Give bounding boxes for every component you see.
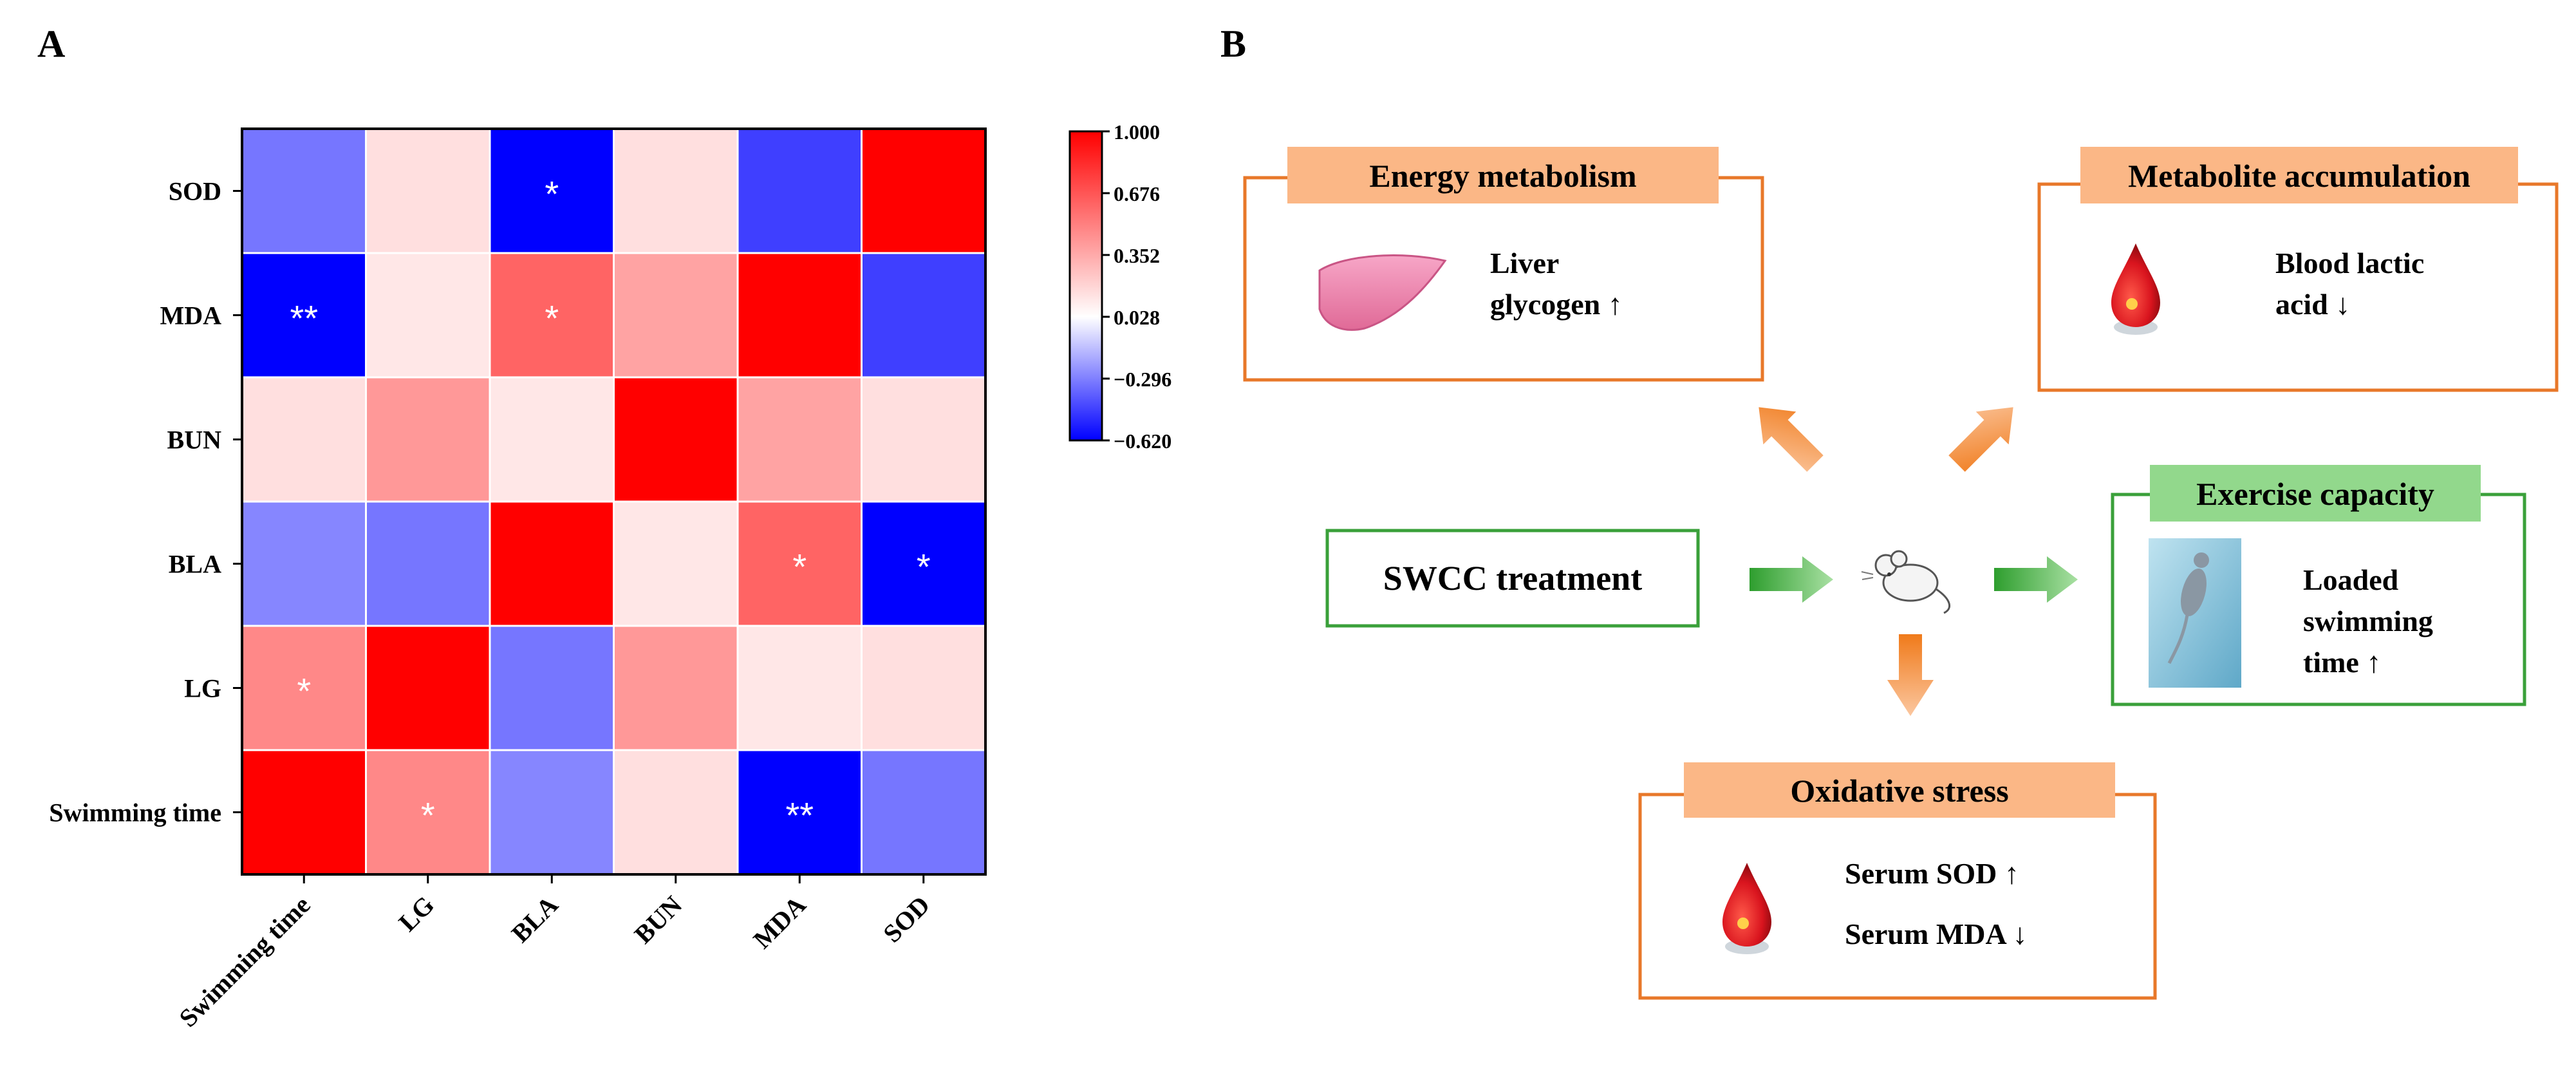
metabolite-accumulation-title: Metabolite accumulation [2128,158,2470,194]
oxidative-line-2: Serum MDA ↓ [1845,918,2028,950]
heatmap-cell-bla-bla [489,500,615,627]
colorbar-gradient [1069,130,1103,442]
colorbar-tick-label: 0.676 [1114,182,1160,205]
blood-drop-icon [1722,863,1771,954]
heatmap-cell-bla-mda [736,500,863,627]
exercise-capacity-header [2150,465,2481,522]
y-tick-label: LG [184,674,221,703]
heatmap-cell-swimming-time-mda [736,749,863,876]
y-tick-label: BUN [167,426,222,455]
heatmap-cell-bun-swimming-time [241,376,367,503]
significance-marker: * [917,547,931,587]
x-tick-label: BUN [629,890,688,949]
heatmap-cell-bun-sod [861,376,987,503]
heatmap-cell-mda-bun [613,252,739,379]
significance-marker: ** [290,298,318,339]
heatmap-cell-swimming-time-sod [861,749,987,876]
oxidative-line-1: Serum SOD ↑ [1845,857,2019,890]
y-tick-label: BLA [169,550,221,579]
heatmap-cell-lg-mda [736,625,863,751]
heatmap-cell-bla-bun [613,500,739,627]
arrow-to-metabolite [1948,407,2013,472]
oxidative-stress-header [1684,762,2115,818]
heatmap-cell-sod-swimming-time [241,127,367,254]
y-tick-label: SOD [169,177,221,206]
colorbar-tick-label: 0.028 [1114,306,1160,329]
panel-b-label: B [1220,23,1246,65]
energy-metabolism-box: Energy metabolism Liver glycogen ↑ [1243,147,1764,382]
heatmap-cell-swimming-time-bla [489,749,615,876]
arrow-to-energy [1759,407,1824,472]
energy-line-1: Liver [1490,247,1559,279]
exercise-line-2: swimming [2303,605,2433,637]
metabolite-accumulation-header [2080,147,2518,203]
arrow-to-mouse [1750,556,1833,603]
heatmap-cell-lg-bla [489,625,615,751]
significance-marker: ** [785,795,814,836]
y-tick-label: MDA [160,301,221,330]
heatmap-cell-sod-bla [489,127,615,254]
oxidative-stress-box: Oxidative stress Serum SOD ↑ Serum MDA ↓ [1638,762,2157,1000]
heatmap-cell-sod-sod [861,127,987,254]
heatmap-cell-sod-lg [365,127,491,254]
swcc-treatment-box: SWCC treatment [1325,529,1700,628]
x-tick-label: MDA [747,890,811,954]
metabolite-accumulation-box: Metabolite accumulation Blood lactic aci… [2037,147,2559,392]
significance-marker: * [421,795,435,836]
exercise-capacity-title: Exercise capacity [2196,476,2434,512]
heatmap-cell-swimming-time-swimming-time [241,749,367,876]
colorbar-tick-label: 1.000 [1114,120,1160,144]
exercise-line-1: Loaded [2303,563,2399,596]
heatmap-cell-lg-lg [365,625,491,751]
significance-marker: * [545,298,559,339]
blood-drop-icon [2111,243,2160,335]
x-tick-label: BLA [506,890,564,948]
heatmap-cell-bun-mda [736,376,863,503]
liver-icon [1318,254,1447,331]
mouse-icon [1861,550,1951,614]
arrow-to-oxidative [1887,634,1934,716]
heatmap-frame [241,127,987,876]
exercise-capacity-box: Exercise capacity Loaded swimming time ↑ [2111,465,2526,706]
heatmap-cell-bun-bla [489,376,615,503]
x-tick-label: LG [393,890,440,937]
significance-marker: * [297,671,311,711]
significance-marker: * [792,547,807,587]
energy-metabolism-title: Energy metabolism [1369,158,1636,194]
exercise-line-3: time ↑ [2303,646,2381,679]
colorbar-tick-label: −0.296 [1114,368,1171,391]
heatmap-cell-bun-lg [365,376,491,503]
swimming-mouse-icon [2149,538,2241,688]
swcc-treatment-label: SWCC treatment [1383,559,1642,598]
heatmap-cell-sod-mda [736,127,863,254]
heatmap-cell-mda-swimming-time [241,252,367,379]
x-tick-label: Swimming time [173,890,315,1033]
energy-metabolism-header [1287,147,1719,203]
heatmap-cell-mda-mda [736,252,863,379]
arrow-to-exercise [1994,556,2078,603]
heatmap-cell-lg-bun [613,625,739,751]
heatmap-cell-mda-lg [365,252,491,379]
heatmap-cell-mda-sod [861,252,987,379]
significance-marker: * [545,174,559,214]
oxidative-stress-title: Oxidative stress [1790,773,2008,809]
heatmap-cell-lg-sod [861,625,987,751]
y-tick-label: Swimming time [49,798,221,827]
heatmap-cell-bla-lg [365,500,491,627]
x-tick-label: SOD [877,890,935,948]
metabolite-line-2: acid ↓ [2275,288,2350,321]
metabolite-line-1: Blood lactic [2275,247,2424,279]
heatmap-cell-bun-bun [613,376,739,503]
heatmap-cell-mda-bla [489,252,615,379]
panel-a-label: A [37,23,65,65]
colorbar-tick-label: 0.352 [1114,244,1160,267]
energy-line-2: glycogen ↑ [1490,288,1623,321]
heatmap-cell-bla-swimming-time [241,500,367,627]
colorbar-tick-label: −0.620 [1114,429,1171,453]
heatmap-cell-sod-bun [613,127,739,254]
heatmap-cell-swimming-time-bun [613,749,739,876]
colorbar: 1.000 0.676 0.352 0.028 −0.296 −0.620 [1069,120,1171,453]
